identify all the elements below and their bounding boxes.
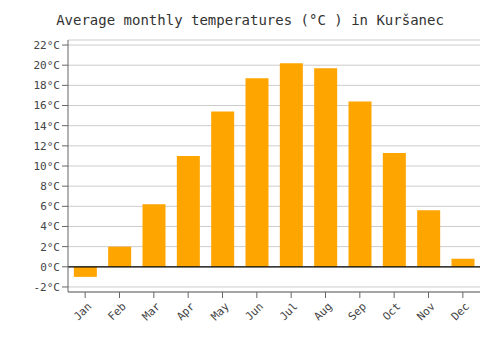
svg-text:Mar: Mar [140,300,164,324]
svg-text:-2°C: -2°C [34,281,61,294]
svg-text:10°C: 10°C [34,160,61,173]
svg-text:2°C: 2°C [40,241,60,254]
svg-text:Feb: Feb [105,300,128,323]
svg-text:18°C: 18°C [34,79,61,92]
svg-text:Jan: Jan [71,300,94,323]
svg-text:20°C: 20°C [34,59,61,72]
svg-text:Aug: Aug [311,300,334,323]
svg-text:6°C: 6°C [40,200,60,213]
svg-text:Jun: Jun [243,300,266,323]
svg-text:22°C: 22°C [34,39,61,52]
svg-text:4°C: 4°C [40,220,60,233]
svg-text:14°C: 14°C [34,120,61,133]
svg-text:16°C: 16°C [34,99,61,112]
svg-text:8°C: 8°C [40,180,60,193]
svg-text:Nov: Nov [414,300,438,324]
svg-text:Apr: Apr [174,300,198,324]
svg-text:Oct: Oct [380,300,403,323]
svg-text:Jul: Jul [277,300,300,323]
svg-text:May: May [208,300,232,324]
svg-text:0°C: 0°C [40,261,60,274]
html-text:Average monthly temperatures (: Average monthly temperatures (°C ) in Ku… [56,12,444,28]
svg-text:Dec: Dec [449,300,472,323]
svg-text:12°C: 12°C [34,140,61,153]
svg-text:Sep: Sep [346,300,369,323]
